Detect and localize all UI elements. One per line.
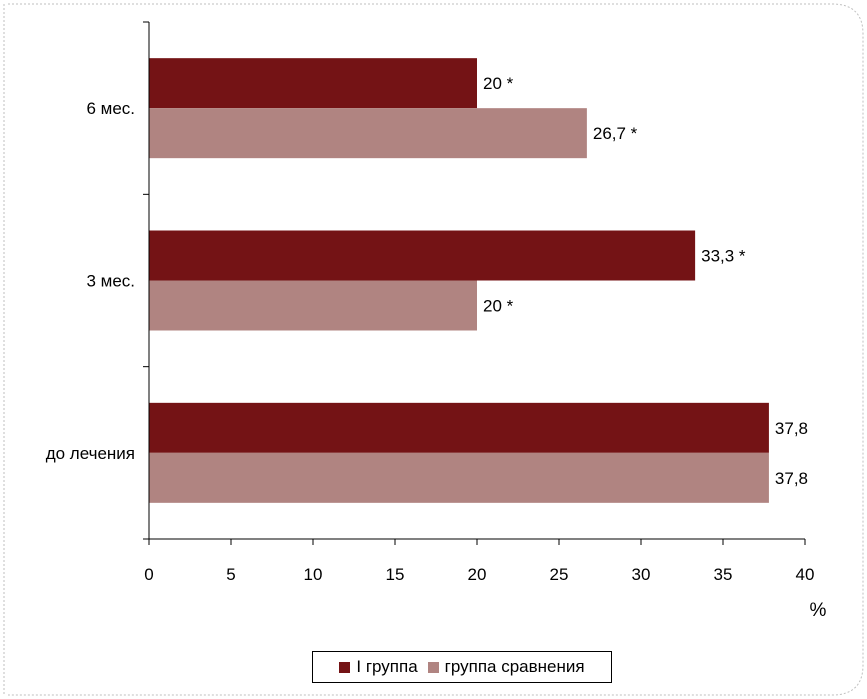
- x-tick-label: 30: [632, 565, 651, 584]
- bar-1: [149, 402, 769, 453]
- x-tick-label: 35: [714, 565, 733, 584]
- data-label: 26,7 *: [593, 124, 638, 143]
- legend-swatch-series-2: [427, 661, 439, 673]
- category-label: 6 мес.: [86, 99, 135, 118]
- data-label: 20 *: [483, 297, 514, 316]
- category-label: 3 мес.: [86, 272, 135, 291]
- x-tick-label: 5: [226, 565, 235, 584]
- legend-label-series-1: I группа: [356, 657, 418, 676]
- legend-item-series-2: группа сравнения: [427, 657, 585, 677]
- legend-item-series-1: I группа: [339, 657, 418, 677]
- x-tick-label: 20: [468, 565, 487, 584]
- x-tick-label: 0: [144, 565, 153, 584]
- data-label: 33,3 *: [701, 247, 746, 266]
- bar-2: [149, 280, 477, 331]
- data-label: 20 *: [483, 74, 514, 93]
- x-tick-label: 40: [796, 565, 815, 584]
- category-label: до лечения: [46, 444, 135, 463]
- bar-1: [149, 58, 477, 109]
- bar-2: [149, 452, 769, 503]
- x-axis-title: %: [810, 600, 827, 621]
- data-label: 37,8: [775, 419, 808, 438]
- legend: I группа группа сравнения: [312, 651, 612, 683]
- bar-1: [149, 230, 696, 281]
- x-tick-label: 25: [550, 565, 569, 584]
- legend-swatch-series-1: [339, 661, 351, 673]
- x-tick-label: 15: [386, 565, 405, 584]
- legend-label-series-2: группа сравнения: [444, 657, 585, 676]
- data-label: 37,8: [775, 469, 808, 488]
- bar-2: [149, 108, 587, 159]
- x-tick-label: 10: [304, 565, 323, 584]
